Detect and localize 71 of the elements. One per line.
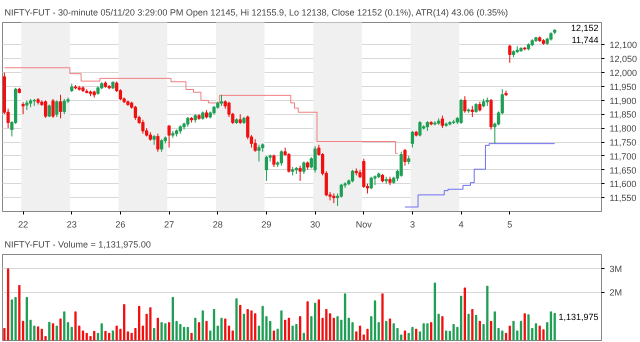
- annotation: 12,152: [570, 23, 599, 33]
- candlestick: [280, 150, 284, 166]
- y-tick-label: 3M: [610, 264, 622, 274]
- candlestick: [167, 124, 171, 148]
- x-tick-label: 30: [310, 220, 320, 230]
- y-tick-label: 11,700: [610, 151, 636, 162]
- chart-title: NIFTY-FUT - 30-minute 05/11/20 3:29:00 PM Open 12145, Hi 12155.9, Lo 12138, Close 12152 (0.1%), ATR(14) 43.06 (0.35%): [4, 8, 508, 18]
- candlestick: [418, 120, 422, 137]
- candlestick: [403, 148, 407, 166]
- y-tick-label: 11,950: [610, 82, 636, 92]
- candlestick: [332, 192, 336, 204]
- candlestick: [272, 154, 276, 168]
- y-tick-label: 12,000: [610, 68, 638, 78]
- candlestick: [186, 116, 190, 128]
- candlestick: [508, 44, 512, 64]
- candlestick: [156, 133, 160, 152]
- candlestick: [58, 94, 62, 119]
- y-tick-label: 12,100: [610, 40, 638, 50]
- candlestick: [440, 115, 444, 129]
- y-tick-label: 11,800: [610, 124, 636, 134]
- x-tick-label: 27: [164, 220, 174, 230]
- candlestick: [55, 100, 58, 118]
- x-tick-label: 22: [18, 220, 28, 230]
- y-tick-label: 11,850: [610, 110, 636, 120]
- x-tick-label: 4: [458, 220, 464, 230]
- y-tick-label: 11,600: [610, 179, 636, 190]
- candlestick: [478, 101, 482, 112]
- candlestick: [370, 176, 373, 190]
- candlestick: [287, 152, 291, 174]
- candlestick: [134, 105, 138, 120]
- candlestick: [410, 130, 414, 148]
- x-tick-label: 29: [261, 220, 272, 230]
- candlestick: [62, 98, 66, 115]
- candlestick: [470, 105, 474, 118]
- candlestick: [160, 138, 164, 152]
- annotation: 11,744: [572, 35, 598, 45]
- candlestick: [257, 144, 261, 162]
- candlestick: [21, 102, 25, 115]
- candlestick: [220, 94, 224, 106]
- x-tick-label: 26: [115, 220, 126, 230]
- x-tick-label: Nov: [356, 220, 372, 230]
- candlestick: [350, 169, 354, 183]
- x-tick-label: 3: [410, 220, 415, 230]
- candlestick: [141, 119, 145, 134]
- candlestick: [48, 104, 51, 118]
- y-tick-label: 11,550: [610, 193, 636, 204]
- y-tick-label: 11,750: [610, 138, 636, 148]
- candlestick: [400, 151, 403, 178]
- candlestick: [302, 160, 306, 174]
- candlestick: [474, 102, 478, 114]
- candlestick: [298, 165, 302, 182]
- y-tick-label: 12,050: [610, 54, 638, 64]
- candlestick: [51, 98, 55, 118]
- candlestick: [152, 134, 156, 146]
- chart-title: NIFTY-FUT - Volume = 1,131,975.00: [4, 240, 151, 250]
- annotation: 1,131,975: [558, 312, 599, 322]
- candlestick: [459, 98, 463, 124]
- candlestick: [313, 146, 317, 174]
- candlestick: [426, 120, 430, 132]
- x-tick-label: 28: [212, 220, 223, 230]
- y-tick-label: 11,900: [610, 96, 636, 106]
- candlestick: [25, 100, 28, 111]
- candlestick: [44, 100, 48, 118]
- x-tick-label: 23: [66, 220, 77, 230]
- y-tick-label: 11,650: [610, 165, 636, 176]
- candlestick: [254, 138, 257, 152]
- candlestick: [463, 96, 466, 114]
- candlestick: [238, 114, 242, 124]
- x-tick-label: 5: [507, 220, 512, 230]
- candlestick: [264, 155, 268, 182]
- y-tick-label: 2M: [610, 288, 622, 298]
